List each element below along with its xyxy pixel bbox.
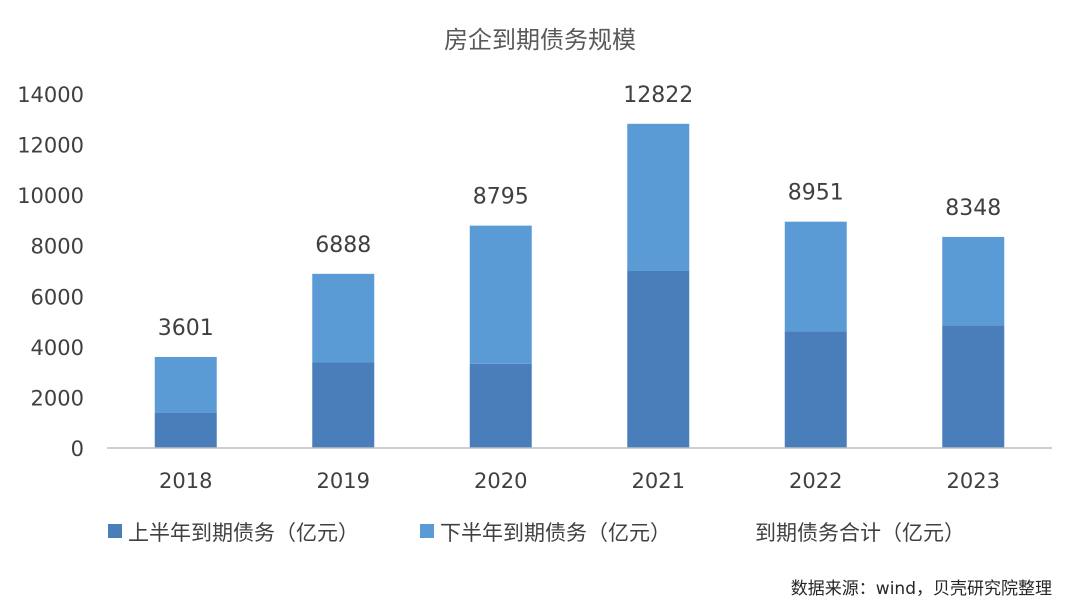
total-data-label: 6888 [315, 233, 371, 258]
bar-segment-h2 [627, 123, 690, 272]
legend-item-total: 到期债务合计（亿元） [755, 521, 965, 545]
bar-segment-h2 [942, 236, 1005, 326]
bar-segment-h1 [154, 412, 217, 448]
x-tick-label: 2018 [159, 469, 212, 493]
legend-swatch [420, 524, 434, 538]
y-tick-label: 10000 [17, 184, 84, 208]
bar-segment-h1 [627, 271, 690, 448]
bar-segment-h2 [312, 273, 375, 363]
y-tick-label: 6000 [31, 285, 84, 309]
legend-swatch [108, 524, 122, 538]
y-tick-label: 0 [71, 437, 84, 461]
total-data-label: 8348 [945, 196, 1001, 221]
total-data-label: 3601 [158, 316, 214, 341]
total-data-label: 8951 [788, 181, 844, 206]
bar-segment-h1 [312, 362, 375, 448]
x-axis: 2018 2019 2020 2021 2022 2023 [159, 469, 1000, 493]
total-labels: 3601 6888 8795 12822 8951 8348 [158, 83, 1002, 341]
x-tick-label: 2019 [317, 469, 370, 493]
x-tick-label: 2020 [474, 469, 527, 493]
y-tick-label: 14000 [17, 83, 84, 107]
y-axis: 0 2000 4000 6000 8000 10000 12000 14000 [17, 83, 84, 461]
x-tick-label: 2023 [947, 469, 1000, 493]
bar-segment-h1 [942, 325, 1005, 448]
x-tick-label: 2022 [789, 469, 842, 493]
y-tick-label: 4000 [31, 336, 84, 360]
bar-segment-h1 [469, 363, 532, 448]
bar-segment-h2 [784, 221, 847, 332]
total-data-label: 12822 [623, 83, 693, 108]
total-data-label: 8795 [473, 185, 529, 210]
legend: 上半年到期债务（亿元） 下半年到期债务（亿元） 到期债务合计（亿元） [108, 521, 965, 545]
y-tick-label: 12000 [17, 134, 84, 158]
legend-item-h2: 下半年到期债务（亿元） [440, 521, 671, 545]
bar-segment-h2 [469, 225, 532, 364]
y-tick-label: 2000 [31, 386, 84, 410]
bar-segment-h2 [154, 356, 217, 413]
bar-segment-h1 [784, 331, 847, 448]
chart-title: 房企到期债务规模 [444, 26, 636, 54]
x-tick-label: 2021 [632, 469, 685, 493]
y-tick-label: 8000 [31, 235, 84, 259]
source-note: 数据来源：wind，贝壳研究院整理 [790, 579, 1052, 599]
bars-group [154, 123, 1005, 448]
legend-item-h1: 上半年到期债务（亿元） [128, 521, 359, 545]
